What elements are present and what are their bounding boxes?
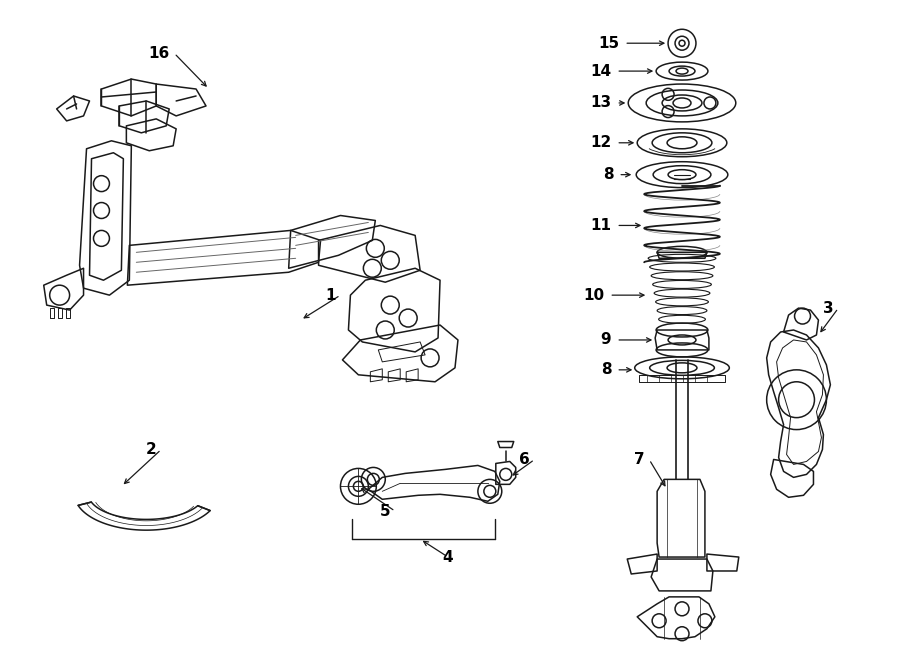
Text: 6: 6 (519, 452, 530, 467)
Text: 2: 2 (146, 442, 157, 457)
Text: 15: 15 (598, 36, 619, 51)
Text: 4: 4 (443, 549, 454, 564)
Text: 1: 1 (325, 288, 336, 303)
Text: 9: 9 (600, 332, 611, 348)
Text: 14: 14 (590, 63, 611, 79)
Text: 16: 16 (148, 46, 169, 61)
Text: 11: 11 (590, 218, 611, 233)
Text: 10: 10 (583, 288, 604, 303)
Text: 5: 5 (380, 504, 391, 519)
Text: 8: 8 (603, 167, 613, 182)
Text: 13: 13 (590, 95, 611, 110)
Text: 3: 3 (823, 301, 833, 315)
Text: 8: 8 (600, 362, 611, 377)
Text: 12: 12 (590, 136, 611, 150)
Text: 7: 7 (634, 452, 644, 467)
